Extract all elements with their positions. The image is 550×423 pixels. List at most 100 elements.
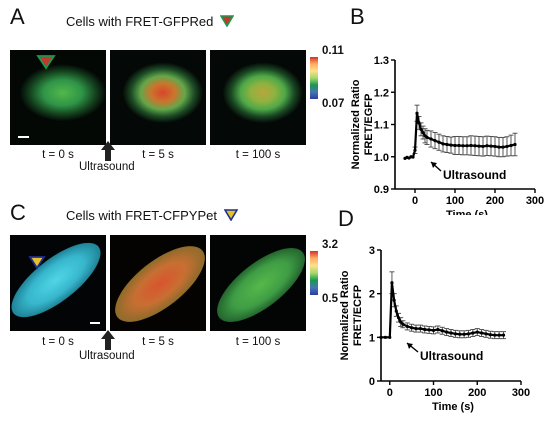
annotation-label: Ultrasound — [443, 168, 506, 182]
data-point — [396, 316, 401, 320]
panel-a-time-0: t = 0 s — [42, 149, 74, 161]
data-point — [509, 143, 513, 148]
data-point — [394, 309, 398, 313]
data-point — [418, 327, 422, 331]
data-point — [421, 130, 425, 135]
cell-shape — [110, 235, 206, 331]
data-point — [392, 298, 396, 302]
data-point — [433, 139, 437, 143]
panel-b-letter: B — [350, 4, 365, 29]
y-tick-label: 2 — [369, 289, 375, 301]
y-tick-label: 1.0 — [374, 152, 389, 164]
panel-c-time-0: t = 0 s — [42, 336, 74, 348]
data-point — [445, 330, 449, 334]
data-point — [485, 144, 489, 148]
data-point — [480, 331, 484, 335]
series-line — [404, 112, 516, 160]
data-point — [475, 330, 479, 334]
data-point — [440, 329, 444, 333]
x-tick-label: 200 — [468, 387, 486, 399]
panel-c-ultrasound-label: Ultrasound — [79, 350, 135, 362]
data-point — [497, 333, 501, 337]
panel-a-time-5: t = 5 s — [142, 149, 174, 161]
micrograph-c-t5 — [110, 235, 206, 331]
annotation-label: Ultrasound — [420, 349, 483, 363]
data-point — [437, 140, 441, 144]
data-point — [471, 331, 475, 335]
data-point — [413, 148, 417, 152]
panel-c-letter: C — [10, 200, 26, 225]
data-point — [423, 327, 427, 332]
data-point — [505, 144, 509, 149]
data-point — [388, 335, 392, 339]
x-tick-label: 100 — [446, 195, 464, 207]
panel-a-title-text: Cells with FRET-GFPRed — [66, 14, 214, 29]
chart-b: 0.9 1.0 1.1 1.2 1.3 0 100 200 300 Time (s) Normali… — [350, 55, 544, 215]
y-axis-label: Normalized RatioFRET/EGFP — [350, 79, 375, 169]
panel-a-time-100: t = 100 s — [235, 149, 281, 161]
yellow-triangle-icon — [28, 256, 46, 270]
y-axis-label-line: FRET/ECFP — [352, 285, 364, 346]
scale-bar — [90, 322, 100, 324]
x-tick-label: 0 — [412, 195, 418, 207]
y-tick-label: 0.9 — [374, 184, 389, 196]
y-axis-label: Normalized RatioFRET/ECFP — [339, 270, 364, 360]
data-point — [477, 144, 481, 148]
red-triangle-icon — [36, 55, 56, 70]
data-point — [441, 142, 445, 146]
data-point — [462, 332, 466, 336]
y-axis-label-line: Normalized Ratio — [350, 79, 362, 169]
data-point — [445, 142, 449, 147]
data-point — [431, 328, 436, 332]
data-point — [449, 143, 453, 147]
data-point — [436, 327, 440, 332]
data-point — [501, 145, 505, 149]
panel-c-time-5: t = 5 s — [142, 336, 174, 348]
micrograph-a-t0 — [10, 50, 106, 145]
colorbar-a-max: 0.11 — [322, 45, 344, 57]
data-point — [461, 144, 465, 148]
data-point — [489, 144, 493, 148]
x-tick-label: 300 — [512, 387, 530, 399]
data-point — [473, 144, 477, 148]
data-point — [449, 331, 453, 335]
y-tick-label: 0 — [369, 376, 375, 388]
data-point — [411, 155, 415, 159]
y-tick-label: 1.3 — [374, 55, 389, 67]
data-point — [417, 121, 421, 125]
panel-a-title: Cells with FRET-GFPRed — [66, 14, 234, 29]
y-axis-label-line: Normalized Ratio — [339, 270, 351, 360]
x-tick-label: 100 — [424, 387, 442, 399]
y-tick-label: 3 — [369, 245, 375, 257]
red-triangle-icon — [220, 15, 234, 27]
micrograph-a-t100 — [210, 50, 306, 145]
data-point — [497, 145, 501, 149]
data-point — [425, 135, 429, 139]
data-point — [415, 111, 419, 115]
data-point — [429, 137, 433, 141]
colorbar-c-max: 3.2 — [322, 239, 338, 251]
chart-d: 0 1 2 3 0 100 200 300 Time (s) Normalized RatioFR… — [339, 245, 530, 413]
panel-c-title-text: Cells with FRET-CFPYPet — [66, 208, 217, 223]
data-point — [390, 281, 394, 285]
data-point — [484, 332, 488, 336]
annotation-arrowhead — [407, 343, 413, 349]
data-point — [466, 332, 471, 336]
data-point — [453, 143, 457, 148]
y-tick-label: 1 — [369, 332, 375, 344]
data-point — [405, 324, 409, 329]
data-point — [513, 142, 517, 147]
x-axis-label: Time (s) — [432, 401, 474, 413]
data-point — [481, 144, 485, 149]
panel-c-time-100: t = 100 s — [235, 336, 281, 348]
data-point — [469, 143, 473, 148]
y-axis-label-line: FRET/EGFP — [363, 94, 375, 156]
panel-a-ultrasound-label: Ultrasound — [79, 161, 135, 173]
panel-a-letter: A — [10, 4, 25, 29]
data-point — [379, 335, 383, 339]
data-point — [399, 320, 403, 324]
x-tick-label: 300 — [526, 195, 544, 207]
y-tick-label: 1.1 — [374, 120, 389, 132]
x-axis-label: Time (s) — [446, 209, 488, 215]
micrograph-c-t100 — [210, 235, 306, 331]
